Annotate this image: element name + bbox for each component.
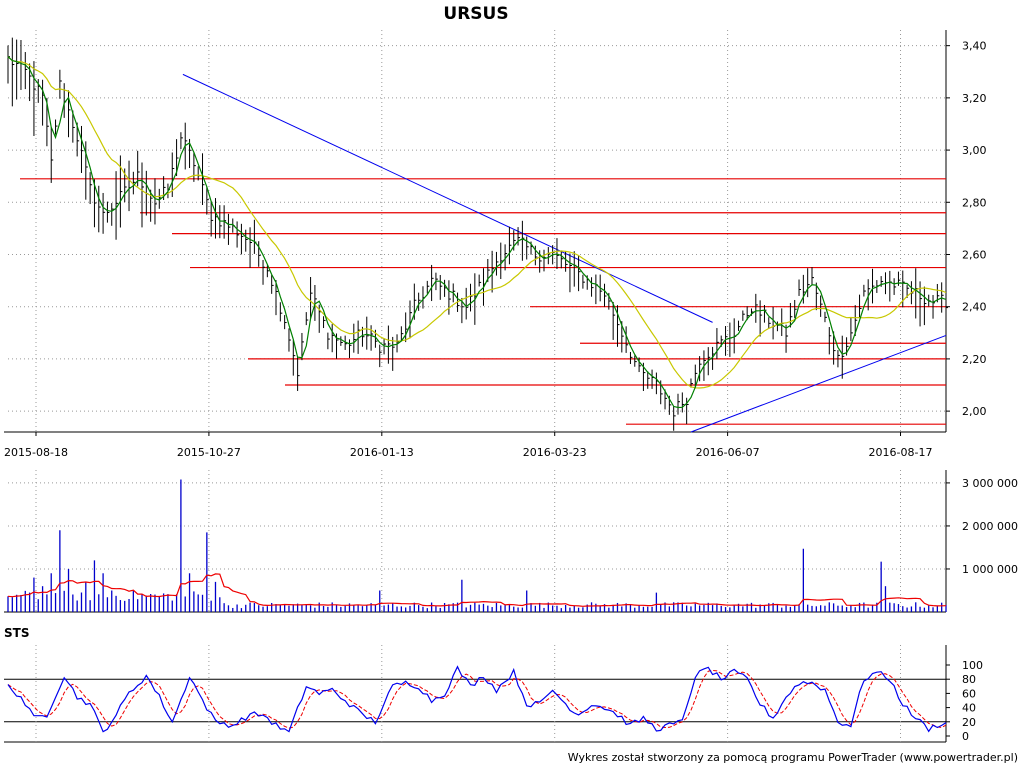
volume-tick-label: 1 000 000	[962, 563, 1018, 576]
moving-average-short	[7, 56, 947, 409]
sts-tick-label: 0	[962, 730, 969, 743]
x-tick-label: 2015-08-18	[4, 446, 68, 459]
sts-indicator-label: STS	[4, 626, 29, 640]
volume-tick-label: 2 000 000	[962, 520, 1018, 533]
y-tick-label: 2,60	[962, 248, 987, 261]
y-tick-label: 2,80	[962, 196, 987, 209]
x-tick-label: 2016-03-23	[523, 446, 587, 459]
sts-tick-label: 100	[962, 659, 983, 672]
x-tick-label: 2016-08-17	[869, 446, 933, 459]
moving-average-long	[7, 56, 947, 389]
credit-text: Wykres został stworzony za pomocą progra…	[568, 751, 1018, 764]
sts-tick-label: 20	[962, 716, 976, 729]
x-tick-label: 2016-06-07	[696, 446, 760, 459]
sts-tick-label: 80	[962, 673, 976, 686]
y-tick-label: 3,40	[962, 40, 987, 53]
x-tick-label: 2015-10-27	[177, 446, 241, 459]
y-tick-label: 3,00	[962, 144, 987, 157]
y-tick-label: 2,00	[962, 405, 987, 418]
y-tick-label: 2,20	[962, 353, 987, 366]
chart-title: URSUS	[443, 4, 508, 24]
y-tick-label: 3,20	[962, 92, 987, 105]
volume-panel: 3 000 000 2 000 000 1 000 000	[4, 470, 1018, 613]
x-tick-label: 2016-01-13	[350, 446, 414, 459]
volume-tick-label: 3 000 000	[962, 477, 1018, 490]
sts-tick-label: 60	[962, 687, 976, 700]
trend-line	[182, 73, 713, 323]
sts-k-line	[7, 665, 947, 733]
volume-moving-average	[7, 573, 947, 607]
sts-tick-label: 40	[962, 702, 976, 715]
y-tick-label: 2,40	[962, 301, 987, 314]
price-panel: 2015-08-18 2015-10-27 2016-01-13 2016-03-23…	[4, 30, 987, 459]
trend-line	[690, 334, 947, 433]
